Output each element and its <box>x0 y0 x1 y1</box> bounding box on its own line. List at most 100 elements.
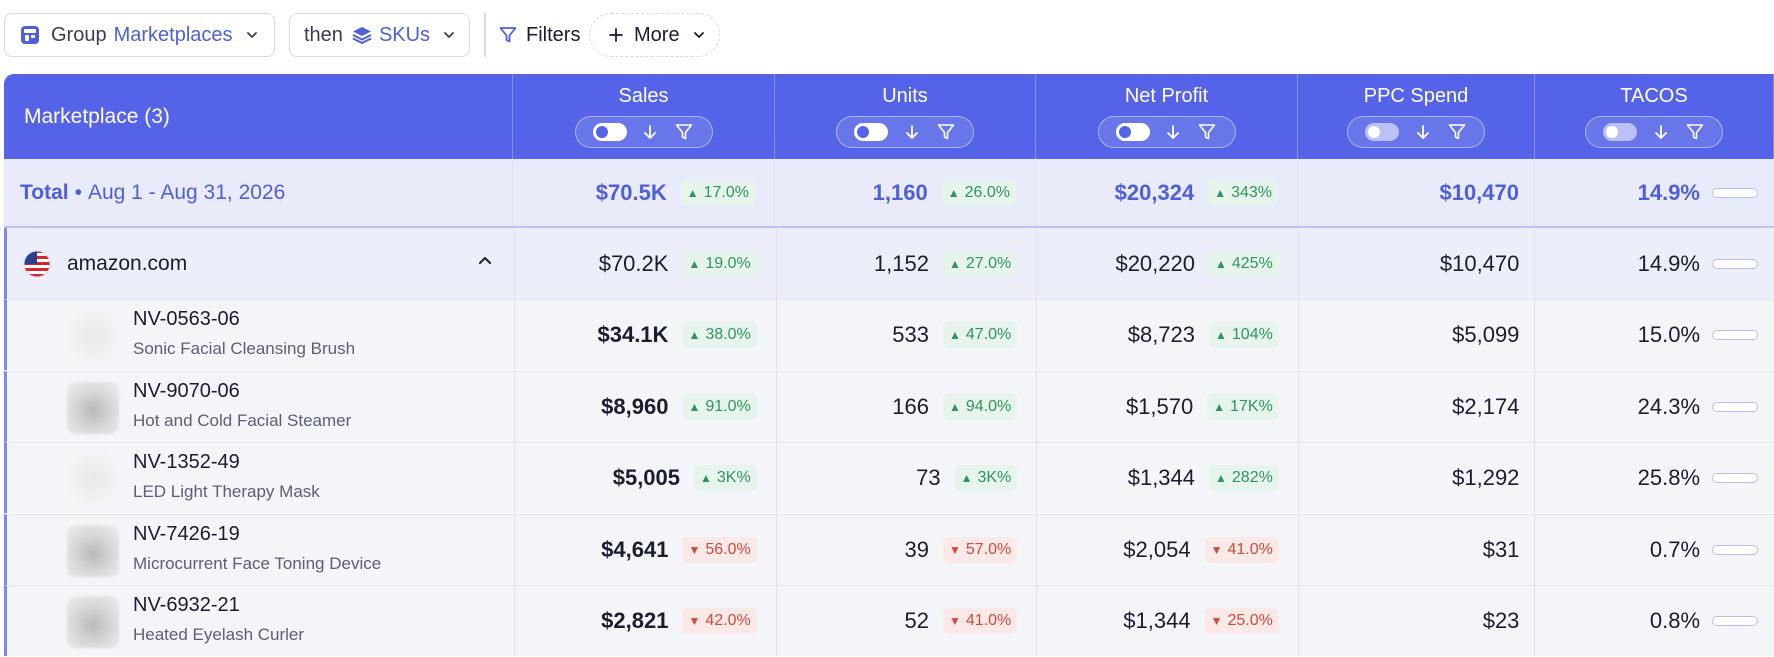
ppc-value: $1,292 <box>1452 465 1520 491</box>
tacos-value: 15.0% <box>1637 322 1701 347</box>
sku-row[interactable]: NV-7426-19 Microcurrent Face Toning Devic… <box>4 513 1774 585</box>
tacos-value: 24.3% <box>1637 393 1701 419</box>
filter-icon[interactable] <box>1685 122 1705 142</box>
marketplace-name-cell[interactable]: amazon.com <box>7 228 516 299</box>
chevron-down-icon <box>692 28 706 42</box>
triangle-up-icon: ▲ <box>1213 399 1226 414</box>
product-thumbnail <box>67 310 119 362</box>
filter-icon[interactable] <box>1447 122 1467 142</box>
sku-row[interactable]: NV-9070-06 Hot and Cold Facial Steamer $8,… <box>4 370 1774 442</box>
layers-icon <box>351 24 373 46</box>
units-delta-badge: ▼ 41.0% <box>943 608 1018 635</box>
sort-arrow-icon[interactable] <box>1164 123 1182 141</box>
sku-text: NV-7426-19 Microcurrent Face Toning Devic… <box>133 523 381 574</box>
sku-info-cell[interactable]: NV-0563-06 Sonic Facial Cleansing Brush <box>7 300 516 370</box>
tacos-level-bar <box>1712 330 1759 340</box>
column-header-label[interactable]: Units <box>882 85 928 107</box>
sku-code: NV-0563-06 <box>133 308 240 330</box>
sku-profit-cell: $1,344 ▼ 25.0% <box>1037 586 1299 657</box>
sales-value: $70.2K <box>598 250 669 276</box>
profit-delta-value: 25.0% <box>1227 612 1273 630</box>
sku-row[interactable]: NV-6932-21 Heated Eyelash Curler $2,821 ▼ 42… <box>4 585 1774 657</box>
profit-delta-value: 282% <box>1231 469 1273 487</box>
then-by-dropdown[interactable]: then SKUs <box>289 13 470 57</box>
column-header-tacos: TACOS <box>1535 74 1774 159</box>
chevron-up-icon[interactable] <box>476 252 494 276</box>
ppc-value: $10,470 <box>1439 250 1520 276</box>
filters-button[interactable]: Filters <box>498 13 580 57</box>
sku-info-cell[interactable]: NV-1352-49 LED Light Therapy Mask <box>7 443 516 514</box>
marketplace-column-header[interactable]: Marketplace (3) <box>4 74 513 159</box>
column-header-net-profit: Net Profit <box>1036 74 1298 159</box>
sku-sales-cell: $5,005 ▲ 3K% <box>515 443 777 514</box>
units-value: 73 <box>916 465 941 491</box>
group-by-dropdown[interactable]: Group Marketplaces <box>4 13 275 57</box>
tacos-value: 25.8% <box>1637 465 1701 491</box>
units-delta-badge: ▲ 27.0% <box>942 250 1018 277</box>
sku-units-cell: 533 ▲ 47.0% <box>776 300 1038 370</box>
column-header-label[interactable]: Sales <box>618 85 669 107</box>
product-thumbnail <box>67 524 119 577</box>
comparison-toggle[interactable] <box>854 123 889 141</box>
sort-arrow-icon[interactable] <box>1652 123 1670 141</box>
column-controls <box>574 116 713 148</box>
comparison-toggle[interactable] <box>1603 123 1638 141</box>
sku-product-name: Hot and Cold Facial Steamer <box>133 410 352 430</box>
sku-sales-cell: $2,821 ▼ 42.0% <box>515 586 777 657</box>
sales-value: $2,821 <box>601 608 669 634</box>
filters-label: Filters <box>526 23 581 46</box>
total-profit-cell: $20,324 ▲ 343% <box>1036 159 1298 226</box>
total-units-cell: 1,160 ▲ 26.0% <box>775 159 1036 226</box>
chevron-down-icon <box>245 28 259 42</box>
marketplace-row[interactable]: amazon.com $70.2K ▲ 19.0% 1,152 ▲ 27.0% $20,… <box>4 228 1774 299</box>
units-delta-value: 26.0% <box>964 183 1010 201</box>
comparison-toggle[interactable] <box>1115 123 1150 141</box>
filter-icon[interactable] <box>936 122 956 142</box>
sales-value: $34.1K <box>597 322 669 347</box>
comparison-toggle[interactable] <box>1365 123 1400 141</box>
total-row: Total • Aug 1 - Aug 31, 2026 $70.5K ▲ 17.0… <box>4 159 1774 228</box>
triangle-down-icon: ▼ <box>1210 614 1223 629</box>
sku-row[interactable]: NV-0563-06 Sonic Facial Cleansing Brush $3… <box>4 299 1774 370</box>
more-button[interactable]: More <box>589 13 720 57</box>
sku-row[interactable]: NV-1352-49 LED Light Therapy Mask $5,005 ▲ 3… <box>4 442 1774 514</box>
ppc-value: $2,174 <box>1452 393 1520 419</box>
tacos-level-bar <box>1711 258 1758 269</box>
units-delta-value: 47.0% <box>965 326 1012 343</box>
marketplace-ppc-cell: $10,470 <box>1299 228 1536 299</box>
profit-delta-badge: ▲ 343% <box>1208 179 1278 206</box>
profit-delta-badge: ▼ 41.0% <box>1204 536 1279 563</box>
total-date-range: Aug 1 - Aug 31, 2026 <box>87 180 286 204</box>
profit-value: $8,723 <box>1127 322 1196 347</box>
column-header-label[interactable]: PPC Spend <box>1363 85 1469 107</box>
units-value: 166 <box>892 393 929 419</box>
triangle-up-icon: ▲ <box>700 471 712 486</box>
toolbar-divider <box>484 13 486 57</box>
sku-profit-cell: $1,570 ▲ 17K% <box>1037 371 1299 442</box>
sku-text: NV-6932-21 Heated Eyelash Curler <box>133 594 304 645</box>
comparison-toggle[interactable] <box>592 123 627 141</box>
sku-profit-cell: $8,723 ▲ 104% <box>1037 300 1299 370</box>
sku-info-cell[interactable]: NV-7426-19 Microcurrent Face Toning Devic… <box>7 514 516 585</box>
units-delta-badge: ▲ 47.0% <box>943 322 1018 348</box>
sku-ppc-cell: $2,174 <box>1298 371 1536 442</box>
units-delta-value: 27.0% <box>965 254 1012 272</box>
triangle-up-icon: ▲ <box>688 256 701 271</box>
ppc-value: $23 <box>1482 608 1520 634</box>
total-tacos-cell: 14.9% <box>1535 159 1774 226</box>
sort-arrow-icon[interactable] <box>1414 123 1432 141</box>
filter-icon[interactable] <box>1197 122 1217 142</box>
sku-tacos-cell: 25.8% <box>1535 443 1774 514</box>
sku-info-cell[interactable]: NV-6932-21 Heated Eyelash Curler <box>7 586 516 657</box>
column-controls <box>1585 116 1723 148</box>
filter-icon[interactable] <box>674 122 694 142</box>
marketplace-units-cell: 1,152 ▲ 27.0% <box>777 228 1038 299</box>
column-header-label[interactable]: TACOS <box>1620 85 1688 107</box>
sort-arrow-icon[interactable] <box>903 123 921 141</box>
sort-arrow-icon[interactable] <box>641 123 659 141</box>
units-delta-value: 3K% <box>977 469 1012 487</box>
sales-delta-badge: ▲ 19.0% <box>682 250 757 277</box>
sku-units-cell: 52 ▼ 41.0% <box>776 586 1038 657</box>
sku-info-cell[interactable]: NV-9070-06 Hot and Cold Facial Steamer <box>7 371 516 442</box>
column-header-label[interactable]: Net Profit <box>1124 85 1209 107</box>
